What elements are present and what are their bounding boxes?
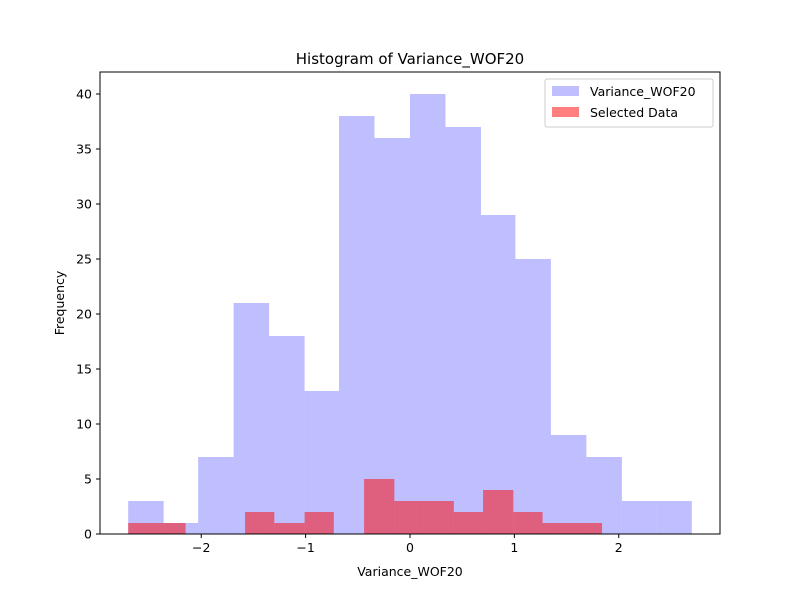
y-tick-label: 25 <box>76 252 92 267</box>
histogram-bar-series-0-bin-13 <box>586 457 622 534</box>
histogram-bar-series-0-bin-14 <box>621 501 657 534</box>
histogram-bar-series-1-bin-3 <box>274 523 305 534</box>
legend-box <box>544 78 714 128</box>
legend-label-selected: Selected Data <box>590 105 678 120</box>
histogram-bar-series-0-bin-11 <box>515 259 551 534</box>
y-axis-label: Frequency <box>52 270 67 335</box>
histogram-bar-series-0-bin-6 <box>339 116 375 534</box>
histogram-bar-series-0-bin-2 <box>198 457 234 534</box>
y-tick-label: 10 <box>76 417 92 432</box>
histogram-bar-series-0-bin-10 <box>480 215 516 534</box>
histogram-bar-series-0-bin-5 <box>304 391 340 534</box>
histogram-bar-series-1-bin-2 <box>245 512 275 534</box>
y-tick-label: 30 <box>76 197 92 212</box>
y-tick-label: 40 <box>76 87 92 102</box>
histogram-bar-series-0-bin-4 <box>269 336 305 534</box>
legend-swatch-variance <box>552 86 579 96</box>
histogram-bar-series-1-bin-9 <box>453 512 484 534</box>
y-tick-label: 0 <box>84 527 92 542</box>
y-tick-label: 20 <box>76 307 92 322</box>
histogram-bar-series-1-bin-4 <box>304 512 334 534</box>
histogram-bar-series-0-bin-7 <box>374 138 410 534</box>
histogram-bar-series-0-bin-12 <box>550 435 587 534</box>
legend-label-variance: Variance_WOF20 <box>590 84 696 99</box>
histogram-bar-series-0-bin-9 <box>445 127 481 534</box>
histogram-bar-series-0-bin-3 <box>233 303 270 534</box>
histogram-bar-series-1-bin-12 <box>542 523 603 534</box>
histogram-bar-series-0-bin-15 <box>656 501 692 534</box>
x-tick-label: −1 <box>296 540 314 555</box>
histogram-bar-series-0-bin-8 <box>410 94 446 534</box>
x-tick-label: 1 <box>510 540 518 555</box>
legend-swatch-selected <box>552 107 579 117</box>
x-tick-label: −2 <box>192 540 210 555</box>
x-axis-ticks: −2 −1 0 1 2 <box>192 534 623 555</box>
y-tick-label: 35 <box>76 142 92 157</box>
histogram-bar-series-1-bin-8 <box>423 501 454 534</box>
x-tick-label: 2 <box>615 540 623 555</box>
histogram-bar-series-1-bin-10 <box>483 490 514 534</box>
histogram-bar-series-1-bin-0 <box>128 523 186 534</box>
chart-title: Histogram of Variance_WOF20 <box>296 50 524 69</box>
legend: Variance_WOF20 Selected Data <box>544 78 714 128</box>
bars-layer <box>128 94 692 534</box>
histogram-bar-series-1-bin-7 <box>394 501 424 534</box>
histogram-bar-series-1-bin-11 <box>513 512 543 534</box>
y-axis-ticks: 0 5 10 15 20 25 30 35 40 <box>76 87 100 542</box>
histogram-bar-series-1-bin-6 <box>364 479 395 534</box>
y-tick-label: 15 <box>76 362 92 377</box>
x-tick-label: 0 <box>406 540 414 555</box>
x-axis-label: Variance_WOF20 <box>357 564 463 579</box>
y-tick-label: 5 <box>84 472 92 487</box>
